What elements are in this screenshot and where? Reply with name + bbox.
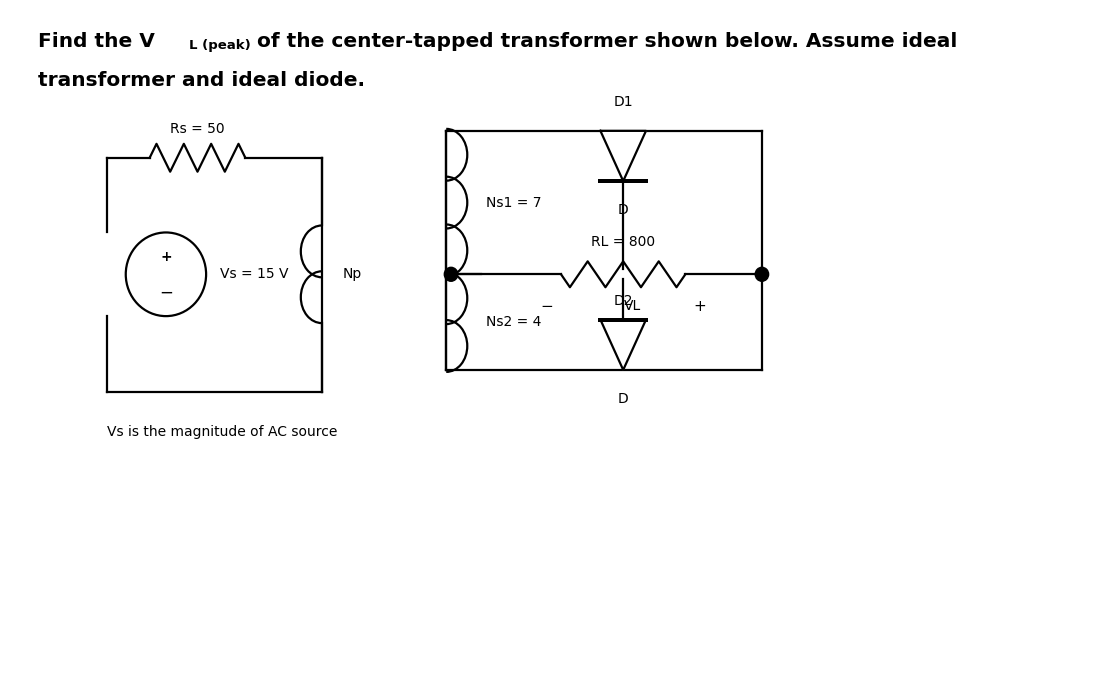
Text: of the center-tapped transformer shown below. Assume ideal: of the center-tapped transformer shown b… <box>251 32 958 51</box>
Text: −: − <box>540 299 553 314</box>
Text: Find the V: Find the V <box>38 32 155 51</box>
Text: D1: D1 <box>614 95 633 109</box>
Text: +: + <box>160 251 172 264</box>
Text: Ns1 = 7: Ns1 = 7 <box>487 196 541 210</box>
Text: Np: Np <box>343 267 362 281</box>
Text: VL: VL <box>624 299 642 313</box>
Text: D: D <box>618 203 628 217</box>
Text: Ns2 = 4: Ns2 = 4 <box>487 315 541 329</box>
Text: transformer and ideal diode.: transformer and ideal diode. <box>38 71 364 89</box>
Text: Rs = 50: Rs = 50 <box>170 122 225 136</box>
Text: RL = 800: RL = 800 <box>592 235 655 249</box>
Text: Vs is the magnitude of AC source: Vs is the magnitude of AC source <box>107 425 338 439</box>
Text: D: D <box>618 392 628 406</box>
Polygon shape <box>600 131 646 181</box>
Circle shape <box>444 267 458 281</box>
Text: −: − <box>159 283 173 301</box>
Text: D2: D2 <box>614 294 633 308</box>
Text: L (peak): L (peak) <box>189 39 251 52</box>
Circle shape <box>755 267 769 281</box>
Text: +: + <box>693 299 706 314</box>
Polygon shape <box>600 320 646 370</box>
Text: Vs = 15 V: Vs = 15 V <box>219 267 289 281</box>
